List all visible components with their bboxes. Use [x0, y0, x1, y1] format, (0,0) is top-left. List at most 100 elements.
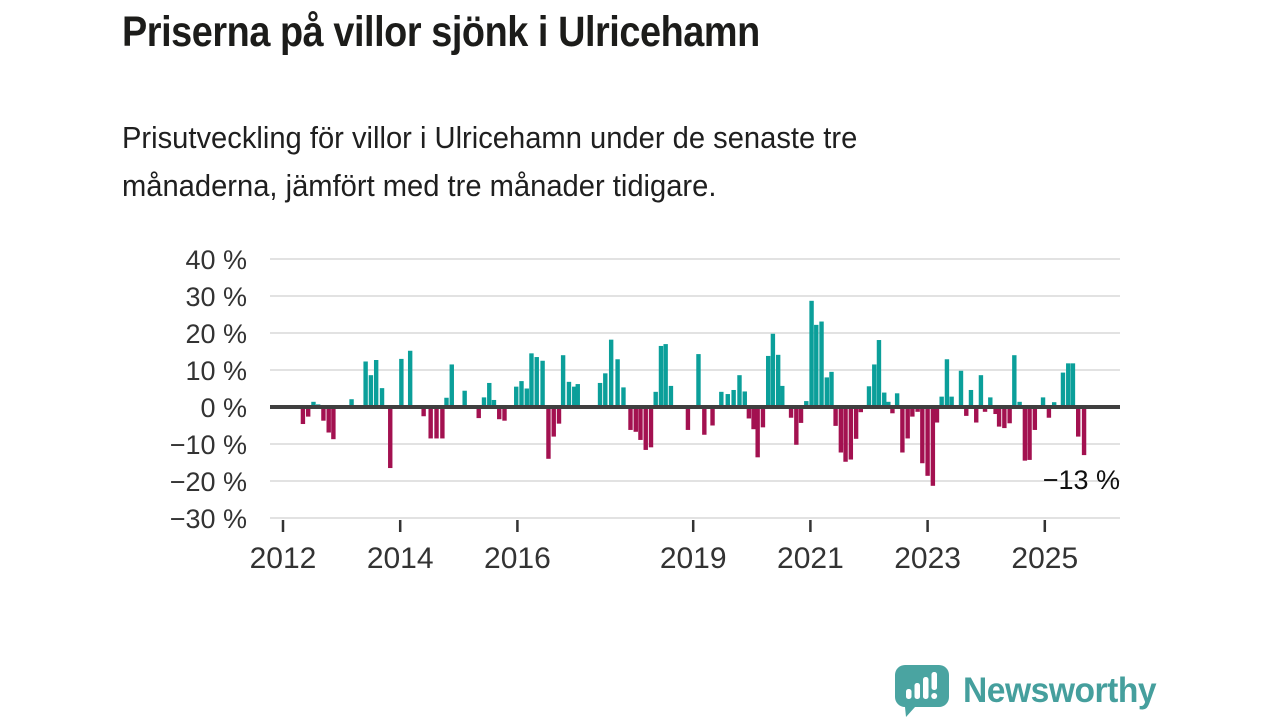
y-axis-tick-label: 20 % [185, 319, 247, 349]
bar-positive [894, 393, 900, 407]
bar-positive [876, 340, 882, 407]
bar-negative [628, 407, 633, 430]
latest-value-annotation: −13 % [1043, 465, 1120, 495]
bar-negative [556, 407, 562, 424]
chart-subtitle: Prisutveckling för villor i Ulricehamn u… [122, 114, 857, 210]
bar-positive [540, 360, 545, 407]
x-axis-tick-label: 2012 [250, 542, 317, 575]
y-axis-tick-label: −20 % [170, 467, 247, 497]
bar-positive [1012, 355, 1017, 407]
chart-title: Priserna på villor sjönk i Ulricehamn [122, 8, 760, 56]
logo-bar-medium [914, 683, 920, 699]
bar-negative [993, 407, 998, 415]
bar-positive [742, 391, 747, 407]
bar-negative [1027, 407, 1032, 460]
bar-positive [819, 321, 824, 407]
bar-positive [603, 373, 608, 407]
bar-negative [858, 407, 863, 413]
bar-negative [848, 407, 854, 460]
bar-positive [658, 345, 664, 407]
bar-negative [890, 407, 895, 414]
bar-positive [944, 359, 950, 407]
newsworthy-logo-text: Newsworthy [963, 671, 1157, 710]
bar-negative [853, 407, 859, 439]
bar-positive [770, 333, 776, 407]
bar-negative [900, 407, 905, 453]
bar-negative [788, 407, 794, 418]
logo-bar-small [906, 689, 912, 699]
bar-negative [1007, 407, 1012, 424]
bar-positive [978, 375, 984, 407]
bar-positive [882, 392, 887, 407]
bar-positive [449, 364, 454, 407]
bar-negative [300, 407, 306, 425]
bar-chart-canvas: 40 % 30 % 20 % 10 % 0 % −10 % −20 % −30 %2012 20… [170, 245, 1120, 575]
bar-positive [719, 391, 724, 407]
bar-positive [572, 386, 577, 407]
bar-positive [1060, 372, 1066, 407]
chart-subtitle-line-2: månaderna, jämfört med tre månader tidig… [122, 168, 717, 203]
bar-negative [982, 407, 988, 412]
bar-negative [910, 407, 915, 417]
bar-negative [905, 407, 910, 439]
bar-negative [1076, 407, 1081, 437]
bar-positive [939, 396, 944, 407]
bar-positive [519, 381, 524, 407]
bar-negative [1002, 407, 1007, 429]
bar-negative [331, 407, 336, 440]
bar-positive [663, 344, 668, 407]
bar-negative [798, 407, 804, 423]
chart-subtitle-line-1: Prisutveckling för villor i Ulricehamn u… [122, 120, 858, 155]
bar-negative [1032, 407, 1038, 430]
x-axis-tick-label: 2023 [894, 542, 961, 575]
bar-positive [1040, 397, 1046, 407]
bar-negative [551, 407, 556, 437]
bar-positive [349, 399, 354, 407]
bar-negative [755, 407, 760, 458]
logo-exclamation-dot [931, 693, 938, 699]
bar-negative [305, 407, 311, 417]
bar-positive [608, 339, 614, 407]
bar-negative [964, 407, 969, 416]
bar-positive [668, 385, 674, 407]
bar-negative [1081, 407, 1087, 456]
bar-negative [702, 407, 707, 435]
logo-bar-tall [923, 677, 929, 699]
bar-chart: 40 % 30 % 20 % 10 % 0 % −10 % −20 % −30 % 2012 20… [0, 240, 1280, 585]
bar-positive [696, 354, 701, 407]
bar-negative [746, 407, 752, 419]
bar-positive [804, 401, 809, 407]
bar-negative [476, 407, 481, 419]
bar-negative [326, 407, 331, 433]
bar-positive [829, 371, 834, 407]
bar-positive [1066, 363, 1071, 407]
bar-positive [368, 375, 374, 407]
bar-positive [621, 387, 626, 407]
bar-positive [766, 355, 771, 407]
bar-positive [597, 382, 603, 407]
bar-positive [780, 385, 785, 407]
y-axis-tick-label: −30 % [170, 504, 247, 534]
bar-positive [514, 386, 519, 407]
bar-positive [399, 358, 404, 407]
x-axis-tick-label: 2014 [367, 542, 434, 575]
bar-negative [1046, 407, 1052, 418]
bar-positive [1017, 401, 1022, 407]
bar-positive [866, 386, 872, 407]
bar-positive [487, 382, 492, 407]
bar-positive [462, 390, 467, 407]
bar-positive [524, 388, 529, 407]
bar-negative [648, 407, 654, 448]
bar-positive [886, 401, 891, 407]
bar-negative [643, 407, 648, 450]
bar-positive [311, 401, 316, 407]
bar-positive [731, 389, 736, 407]
x-axis-tick-label: 2021 [777, 542, 844, 575]
bar-negative [388, 407, 393, 469]
bar-negative [434, 407, 439, 439]
bar-negative [920, 407, 925, 464]
y-axis-tick-label: 0 % [200, 393, 247, 423]
bar-negative [497, 407, 502, 420]
y-axis-tick-label: −10 % [170, 430, 247, 460]
bar-negative [546, 407, 551, 459]
